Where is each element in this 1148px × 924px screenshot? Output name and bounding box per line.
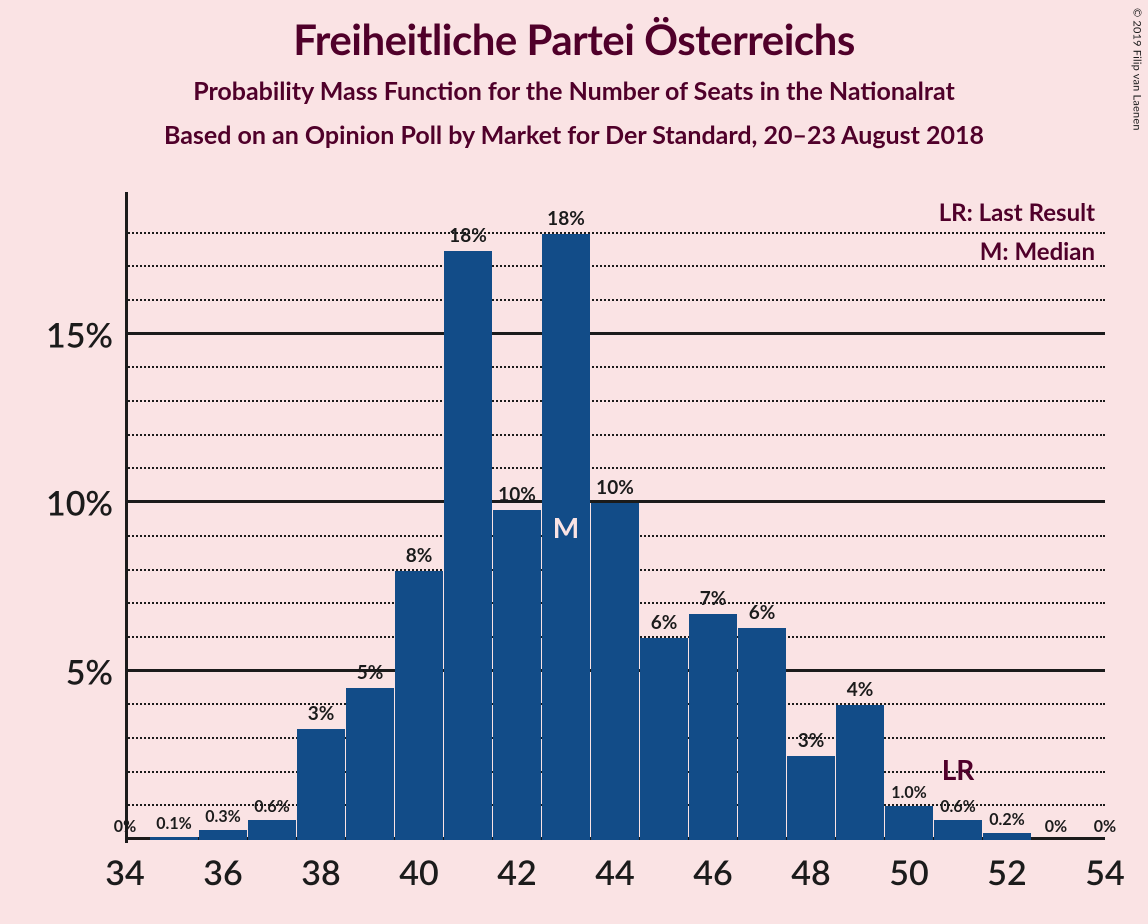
- chart-canvas: © 2019 Filip van Laenen Freiheitliche Pa…: [0, 0, 1148, 924]
- bars-container: 0%0.1%0.3%0.6%3%5%8%18%10%18%M10%6%7%6%3…: [125, 200, 1105, 840]
- bar: 5%: [346, 688, 393, 840]
- x-tick-label: 40: [399, 852, 438, 893]
- bar-value-label: 0.6%: [254, 797, 289, 816]
- bar: 10%: [493, 510, 540, 840]
- legend-lr: LR: Last Result: [939, 198, 1095, 227]
- bar: 0.3%: [199, 830, 246, 840]
- chart-subtitle-1: Probability Mass Function for the Number…: [0, 76, 1148, 106]
- bar-value-label: 10%: [498, 483, 536, 506]
- bar-value-label: 0%: [1094, 817, 1116, 836]
- y-tick-label: 15%: [46, 314, 113, 355]
- bar: 0.6%: [934, 820, 981, 840]
- bar-value-label: 0.1%: [156, 814, 191, 833]
- bar-value-label: 0%: [1045, 817, 1067, 836]
- x-tick-label: 50: [889, 852, 928, 893]
- x-tick-label: 48: [791, 852, 830, 893]
- y-tick-label: 5%: [66, 651, 113, 692]
- bar-value-label: 6%: [651, 611, 678, 634]
- x-tick-label: 52: [987, 852, 1026, 893]
- bar-value-label: 18%: [449, 224, 487, 247]
- last-result-marker: LR: [942, 752, 975, 786]
- titles-block: Freiheitliche Partei Österreichs Probabi…: [0, 14, 1148, 150]
- bar: 18%M: [542, 234, 589, 840]
- median-marker: M: [553, 510, 579, 544]
- bar: 18%: [444, 251, 491, 840]
- bar-value-label: 3%: [798, 729, 825, 752]
- bar-value-label: 0.2%: [989, 810, 1024, 829]
- bar-value-label: 7%: [700, 587, 727, 610]
- bar-value-label: 0%: [114, 817, 136, 836]
- x-tick-label: 44: [595, 852, 634, 893]
- plot-area: 0%0.1%0.3%0.6%3%5%8%18%10%18%M10%6%7%6%3…: [125, 200, 1105, 840]
- x-tick-label: 42: [497, 852, 536, 893]
- bar: 4%: [836, 705, 883, 840]
- x-tick-label: 46: [693, 852, 732, 893]
- x-tick-label: 38: [301, 852, 340, 893]
- bar-value-label: 3%: [308, 702, 335, 725]
- bar-value-label: 4%: [847, 678, 874, 701]
- bar: 3%: [787, 756, 834, 840]
- bar: 6%: [738, 628, 785, 840]
- chart-subtitle-2: Based on an Opinion Poll by Market for D…: [0, 120, 1148, 150]
- bar-value-label: 0.6%: [940, 797, 975, 816]
- bar: 0.6%: [248, 820, 295, 840]
- bar-value-label: 0.3%: [205, 807, 240, 826]
- bar: 6%: [640, 638, 687, 840]
- bar: 3%: [297, 729, 344, 840]
- bar: 8%: [395, 571, 442, 840]
- bar-value-label: 18%: [547, 207, 585, 230]
- bar-value-label: 6%: [749, 601, 776, 624]
- bar-value-label: 1.0%: [891, 783, 926, 802]
- chart-title: Freiheitliche Partei Österreichs: [0, 14, 1148, 64]
- bar: 0.2%: [983, 833, 1030, 840]
- x-tick-label: 54: [1085, 852, 1124, 893]
- y-tick-label: 10%: [46, 483, 113, 524]
- legend: LR: Last Result M: Median: [939, 198, 1095, 276]
- x-tick-label: 34: [105, 852, 144, 893]
- bar-value-label: 8%: [406, 544, 433, 567]
- bar: 1.0%: [885, 806, 932, 840]
- x-tick-label: 36: [203, 852, 242, 893]
- bar-value-label: 10%: [596, 476, 634, 499]
- bar: 0.1%: [150, 837, 197, 840]
- bar-value-label: 5%: [357, 661, 384, 684]
- bar: 7%: [689, 614, 736, 840]
- bar: 10%: [591, 503, 638, 840]
- legend-m: M: Median: [939, 237, 1095, 266]
